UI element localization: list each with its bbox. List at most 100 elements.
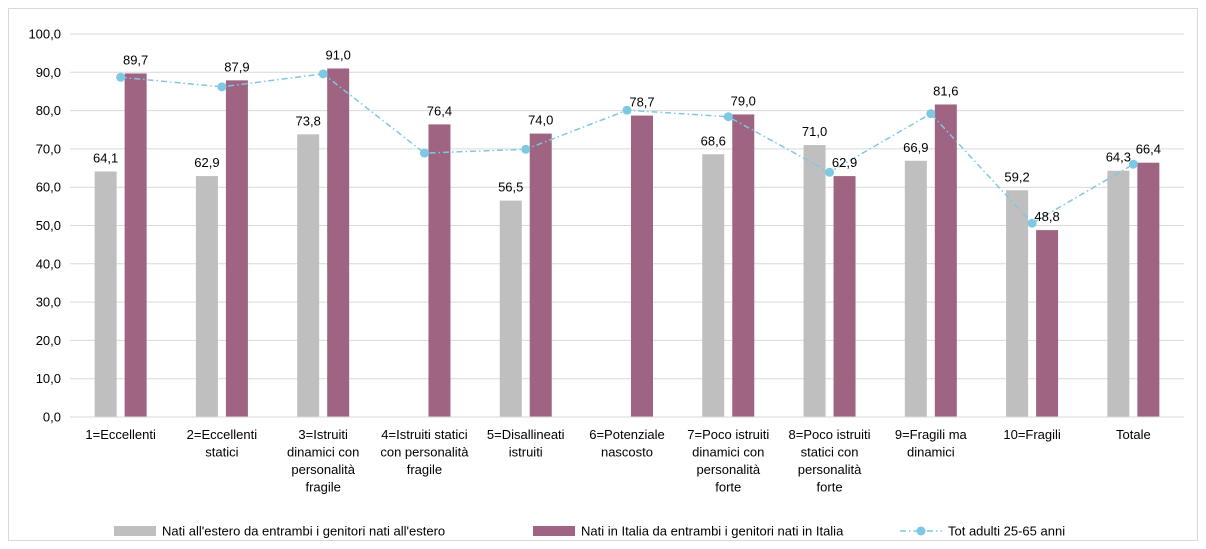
y-tick-label: 50,0 (36, 218, 61, 233)
x-category-line: personalità (696, 462, 760, 477)
data-label: 78,7 (629, 95, 654, 110)
y-tick-label: 80,0 (36, 103, 61, 118)
x-category-label: 6=Potenziale nascosto (589, 427, 665, 460)
x-category-line: 9=Fragili ma (895, 427, 968, 442)
x-category-line: 8=Poco istruiti (789, 427, 871, 442)
bar-italia (225, 80, 248, 417)
data-label: 62,9 (194, 155, 219, 170)
data-label: 91,0 (326, 47, 351, 62)
legend-swatch (533, 526, 575, 536)
x-category-line: 10=Fragili (1003, 427, 1061, 442)
x-category-line: dinamici con (692, 445, 764, 460)
bar-italia (631, 115, 653, 417)
y-tick-label: 20,0 (36, 333, 61, 348)
data-labels: 64,1 89,7 62,9 87,9 73,8 91,0 76,4 56,5 74,0 78,7… (93, 47, 1161, 224)
x-category-line: Totale (1116, 427, 1151, 442)
x-category-line: forte (817, 480, 843, 495)
x-category-line: statici con (801, 445, 859, 460)
bar-estero (94, 171, 117, 417)
data-label: 56,5 (498, 180, 523, 195)
bar-italia (934, 104, 957, 418)
x-category-line: con personalità (380, 445, 469, 460)
bar-italia (124, 73, 147, 417)
chart-frame: 0,0 10,0 20,0 30,0 40,0 50,0 60,0 70,0 80,0 90,0 1… (8, 8, 1198, 541)
x-category-line: 2=Eccellenti (187, 427, 258, 442)
x-category-line: fragile (305, 480, 340, 495)
data-label: 89,7 (123, 52, 148, 67)
x-category-label: 5=Disallineati istruiti (487, 427, 565, 460)
total-line-point (825, 167, 835, 177)
total-line-point (419, 148, 429, 158)
bar-estero (904, 160, 927, 417)
x-category-line: 5=Disallineati (487, 427, 565, 442)
chart-svg: 0,0 10,0 20,0 30,0 40,0 50,0 60,0 70,0 80,0 90,0 1… (28, 27, 1184, 539)
x-category-label: 4=Istruiti statici con personalità fragile (380, 427, 469, 477)
data-label: 48,8 (1034, 209, 1059, 224)
x-category-line: fragile (407, 462, 442, 477)
data-label: 66,4 (1136, 142, 1161, 157)
x-category-label: Totale (1116, 427, 1151, 442)
total-line-point (521, 144, 531, 154)
total-line-point (1128, 159, 1138, 169)
x-category-line: 6=Potenziale (589, 427, 665, 442)
total-line-point (1027, 218, 1037, 228)
bar-italia (833, 176, 856, 417)
bar-estero (803, 145, 826, 417)
x-category-line: istruiti (509, 445, 543, 460)
y-tick-label: 90,0 (36, 65, 61, 80)
x-category-label: 8=Poco istruiti statici con personalità for… (789, 427, 871, 495)
legend-label: Nati all'estero da entrambi i genitori n… (162, 524, 445, 539)
x-category-line: 7=Poco istruiti (687, 427, 769, 442)
data-label: 66,9 (903, 140, 928, 155)
bar-estero (297, 134, 320, 417)
total-line-point (622, 105, 632, 115)
x-category-line: forte (715, 480, 741, 495)
x-category-label: 9=Fragili ma dinamici (895, 427, 968, 460)
data-label: 76,4 (427, 103, 452, 118)
data-label: 64,3 (1106, 150, 1131, 165)
data-label: 68,6 (701, 133, 726, 148)
y-axis: 0,0 10,0 20,0 30,0 40,0 50,0 60,0 70,0 80,0 90,0 1… (28, 27, 61, 425)
bars (94, 68, 1160, 418)
data-label: 74,0 (528, 113, 553, 128)
y-tick-label: 10,0 (36, 371, 61, 386)
x-category-line: personalità (291, 462, 355, 477)
x-category-label: 2=Eccellenti statici (187, 427, 258, 460)
data-label: 87,9 (224, 59, 249, 74)
bar-italia (327, 68, 350, 417)
x-category-label: 1=Eccellenti (85, 427, 156, 442)
legend-label: Tot adulti 25-65 anni (948, 524, 1065, 539)
x-category-line: 1=Eccellenti (85, 427, 156, 442)
total-line-point (926, 109, 936, 119)
data-label: 81,6 (933, 83, 958, 98)
bar-estero (702, 154, 725, 417)
bar-italia (529, 133, 552, 417)
bar-estero (1006, 190, 1029, 417)
y-tick-label: 100,0 (28, 27, 61, 42)
bar-italia (428, 124, 451, 417)
bar-estero (499, 200, 522, 417)
total-line-point (723, 112, 733, 122)
legend-marker (916, 526, 926, 536)
x-category-label: 3=Istruiti dinamici con personalità fragile (287, 427, 359, 495)
legend: Nati all'estero da entrambi i genitori n… (114, 524, 1065, 539)
legend-label: Nati in Italia da entrambi i genitori na… (581, 524, 844, 539)
y-tick-label: 30,0 (36, 295, 61, 310)
bar-estero (195, 176, 218, 417)
data-label: 73,8 (296, 113, 321, 128)
x-category-line: statici (205, 445, 238, 460)
data-label: 62,9 (832, 155, 857, 170)
bar-italia (732, 114, 755, 418)
bar-italia (1137, 162, 1160, 417)
x-category-label: 10=Fragili (1003, 427, 1061, 442)
data-label: 79,0 (731, 93, 756, 108)
total-line-point (116, 72, 126, 82)
bar-estero (1107, 170, 1130, 417)
total-line (116, 69, 1138, 228)
x-category-line: 3=Istruiti (298, 427, 348, 442)
y-tick-label: 60,0 (36, 180, 61, 195)
y-tick-label: 0,0 (43, 410, 61, 425)
legend-swatch (114, 526, 156, 536)
x-category-line: dinamici (907, 445, 955, 460)
data-label: 64,1 (93, 150, 118, 165)
